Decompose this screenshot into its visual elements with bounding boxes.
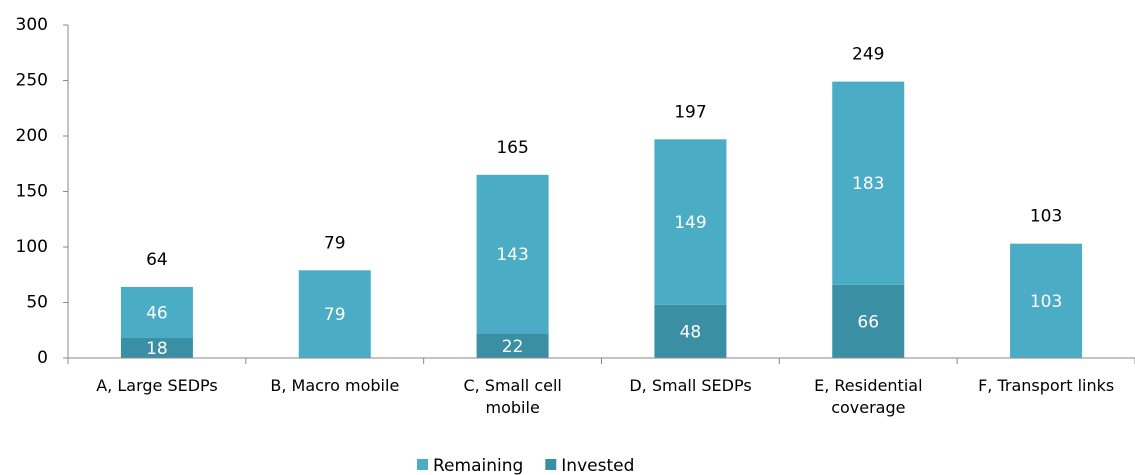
x-tick-label: E, Residential coverage: [814, 376, 923, 417]
legend-label: Remaining: [433, 456, 523, 475]
bar-segment: [832, 81, 905, 285]
value-label: 79: [324, 305, 346, 325]
bar-segment: [654, 304, 727, 358]
y-tick-label: 100: [16, 237, 48, 257]
y-tick-label: 250: [16, 71, 48, 91]
total-label: 103: [1030, 207, 1062, 227]
x-tick-label: A, Large SEDPs: [96, 376, 218, 395]
bar-segment: [120, 286, 193, 339]
total-label: 165: [496, 138, 528, 158]
x-tick-label: C, Small cell mobile: [463, 376, 562, 417]
y-tick-label: 150: [16, 182, 48, 202]
total-label: 79: [324, 233, 346, 253]
y-tick-label: 300: [16, 15, 48, 35]
bar-segment: [298, 270, 371, 358]
legend-swatch: [545, 459, 557, 470]
total-label: 64: [146, 250, 168, 270]
x-tick-label: F, Transport links: [978, 376, 1115, 395]
y-tick-label: 0: [37, 348, 48, 368]
bar-segment: [832, 284, 905, 358]
value-label: 22: [502, 337, 524, 357]
value-label: 66: [857, 312, 879, 332]
legend-label: Invested: [561, 456, 634, 475]
total-label: 249: [852, 45, 884, 65]
legend-swatch: [417, 459, 428, 470]
bar-segment: [1010, 243, 1083, 358]
bar-segment: [120, 338, 193, 358]
bar-segment: [476, 174, 549, 334]
bar-segment: [654, 139, 727, 305]
value-label: 48: [680, 322, 702, 342]
value-label: 46: [146, 303, 168, 323]
x-tick-label: D, Small SEDPs: [629, 376, 752, 395]
total-label: 197: [674, 102, 706, 122]
value-label: 103: [1030, 292, 1062, 312]
bar-segment: [476, 333, 549, 358]
value-label: 143: [496, 245, 528, 265]
x-tick-label: B, Macro mobile: [270, 376, 400, 395]
y-tick-label: 50: [26, 293, 48, 313]
value-label: 18: [146, 339, 168, 359]
y-tick-label: 200: [16, 126, 48, 146]
value-label: 183: [852, 174, 884, 194]
value-label: 149: [674, 213, 706, 233]
